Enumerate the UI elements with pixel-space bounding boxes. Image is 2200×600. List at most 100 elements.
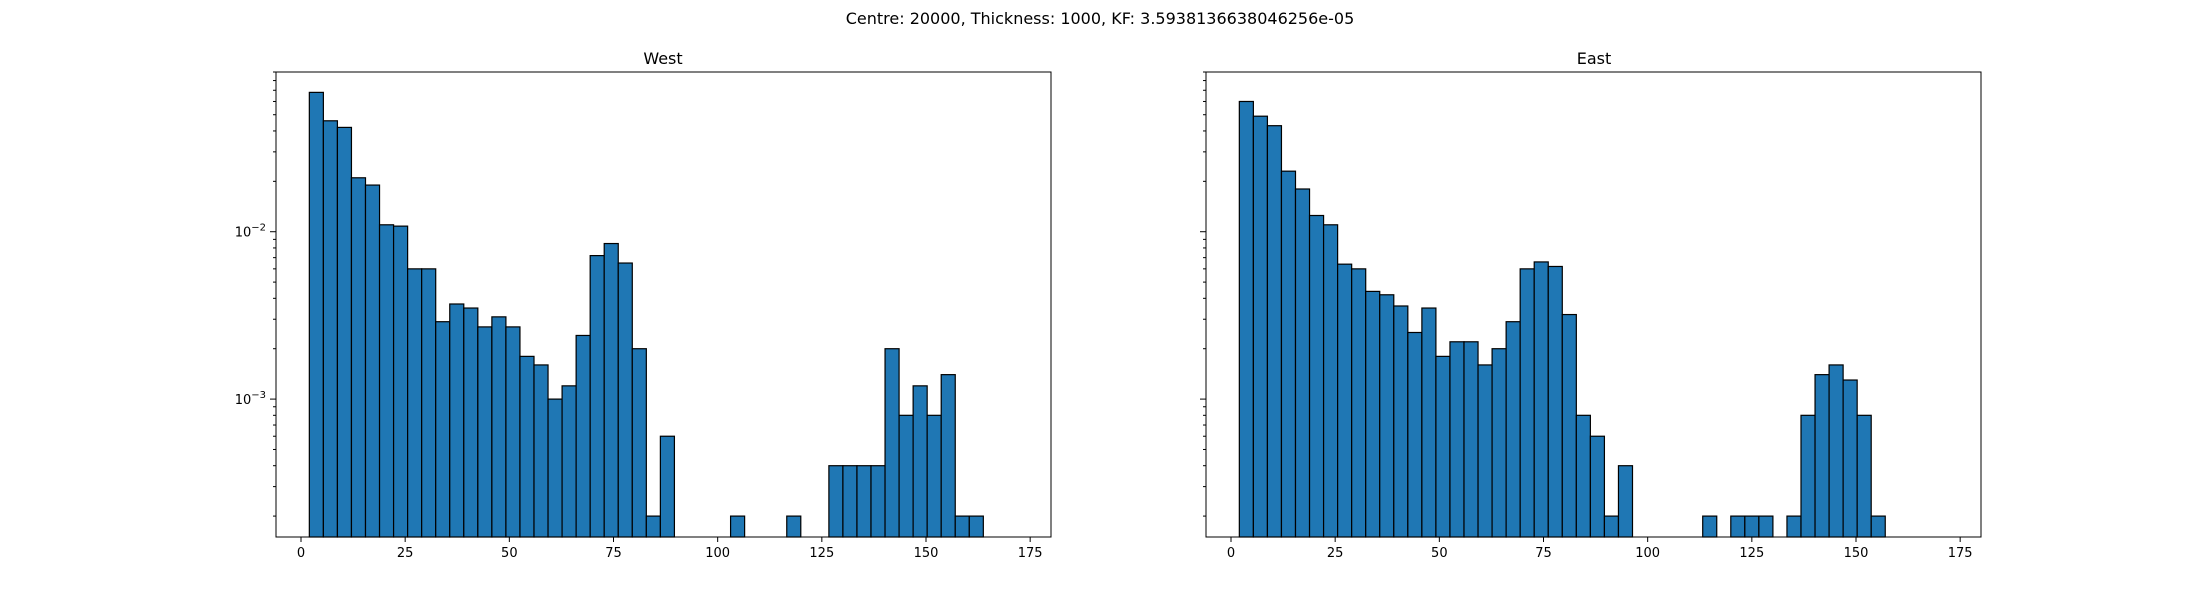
east-bar-7 — [1337, 263, 1353, 538]
west-bar-38 — [842, 465, 858, 538]
west-bar-37 — [828, 465, 844, 538]
west-bar-22 — [617, 262, 633, 538]
east-bar-17 — [1477, 364, 1493, 538]
east-bar-45 — [1870, 515, 1886, 538]
east-bar-11 — [1393, 305, 1409, 538]
west-bar-21 — [603, 242, 619, 538]
east-xtick-label-0: 0 — [1227, 546, 1235, 561]
west-bar-24 — [645, 515, 661, 538]
east-bar-26 — [1603, 515, 1620, 538]
east-bar-37 — [1758, 515, 1774, 538]
east-bar-8 — [1351, 268, 1367, 538]
west-bar-41 — [884, 348, 900, 538]
east-xtick-label-75: 75 — [1535, 546, 1552, 561]
east-bar-4 — [1294, 188, 1311, 538]
east-bar-0 — [1238, 100, 1254, 538]
east-bar-3 — [1280, 170, 1297, 538]
east-axis-ticks: 0 25 50 75 100 125 150 175 — [1200, 71, 1973, 561]
east-bar-43 — [1842, 379, 1858, 538]
west-xtick-label-150: 150 — [914, 546, 939, 561]
west-bar-20 — [589, 254, 605, 538]
west-bar-0 — [308, 91, 324, 538]
east-xtick-label-25: 25 — [1327, 546, 1344, 561]
west-bar-8 — [421, 268, 437, 538]
east-xtick-label-50: 50 — [1431, 546, 1448, 561]
east-bar-40 — [1800, 414, 1816, 538]
east-bar-16 — [1463, 341, 1479, 538]
west-bar-30 — [729, 515, 746, 538]
west-xtick-label-25: 25 — [397, 546, 414, 561]
west-bar-6 — [392, 225, 409, 538]
west-bar-9 — [435, 321, 451, 538]
west-bar-3 — [350, 177, 367, 538]
east-bar-5 — [1308, 214, 1325, 538]
east-bar-41 — [1814, 374, 1830, 538]
figure-suptitle: Centre: 20000, Thickness: 1000, KF: 3.59… — [846, 9, 1355, 28]
east-bar-18 — [1491, 348, 1507, 538]
west-bar-45 — [940, 374, 956, 538]
west-bar-11 — [463, 307, 479, 538]
west-bar-19 — [575, 334, 591, 538]
west-bar-23 — [631, 348, 647, 538]
east-bar-22 — [1547, 265, 1563, 538]
west-xtick-label-0: 0 — [297, 546, 305, 561]
east-bar-19 — [1505, 321, 1521, 538]
west-subplot-title: West — [643, 49, 682, 68]
west-xtick-label-50: 50 — [501, 546, 518, 561]
east-bar-9 — [1365, 290, 1381, 538]
east-bar-35 — [1730, 515, 1746, 538]
west-ytick-label-0: 10−3 — [235, 390, 266, 408]
west-bar-5 — [378, 224, 395, 538]
east-bars — [1238, 100, 1886, 538]
west-xtick-label-125: 125 — [809, 546, 834, 561]
west-bars — [308, 91, 984, 538]
west-xtick-label-100: 100 — [705, 546, 730, 561]
west-bar-2 — [336, 126, 353, 538]
west-bar-4 — [364, 184, 381, 538]
east-bar-15 — [1449, 341, 1465, 538]
west-axes-frame — [275, 71, 1052, 538]
east-bar-36 — [1744, 515, 1760, 538]
east-bar-14 — [1435, 355, 1451, 538]
west-bar-14 — [505, 326, 521, 538]
east-bar-2 — [1266, 125, 1283, 538]
west-bar-46 — [954, 515, 970, 538]
east-bar-13 — [1421, 307, 1437, 538]
east-xtick-label-150: 150 — [1844, 546, 1869, 561]
east-bar-21 — [1533, 261, 1549, 538]
west-bar-17 — [547, 398, 563, 538]
west-bar-10 — [449, 303, 465, 538]
east-bar-12 — [1407, 331, 1423, 538]
west-bar-44 — [926, 414, 942, 538]
west-bar-18 — [561, 385, 577, 538]
east-xtick-label-100: 100 — [1635, 546, 1660, 561]
west-bar-42 — [898, 414, 914, 538]
east-bar-10 — [1379, 294, 1395, 538]
east-bar-6 — [1322, 224, 1339, 538]
west-bar-25 — [659, 435, 676, 538]
east-subplot: East 0 25 50 75 100 125 150 175 — [1200, 49, 1982, 561]
east-axes-frame — [1205, 71, 1982, 538]
east-bar-42 — [1828, 364, 1844, 538]
east-xtick-label-125: 125 — [1739, 546, 1764, 561]
east-bar-20 — [1519, 268, 1535, 538]
west-bar-39 — [856, 465, 872, 538]
west-bar-34 — [786, 515, 802, 538]
east-bar-1 — [1252, 115, 1269, 538]
east-bar-33 — [1702, 515, 1718, 538]
west-bar-43 — [912, 385, 928, 538]
east-bar-39 — [1786, 515, 1802, 538]
east-subplot-title: East — [1577, 49, 1612, 68]
west-bar-47 — [968, 515, 984, 538]
east-bar-27 — [1617, 465, 1634, 538]
west-bar-12 — [477, 326, 493, 538]
east-bar-24 — [1575, 414, 1591, 538]
west-xtick-label-175: 175 — [1018, 546, 1043, 561]
west-bar-13 — [491, 316, 507, 538]
west-bar-40 — [870, 465, 886, 538]
west-bar-7 — [407, 268, 423, 538]
west-bar-15 — [519, 355, 535, 538]
west-bar-1 — [322, 120, 339, 538]
west-subplot: West 0 25 50 75 100 125 150 175 10−3 10−2 — [235, 49, 1052, 561]
